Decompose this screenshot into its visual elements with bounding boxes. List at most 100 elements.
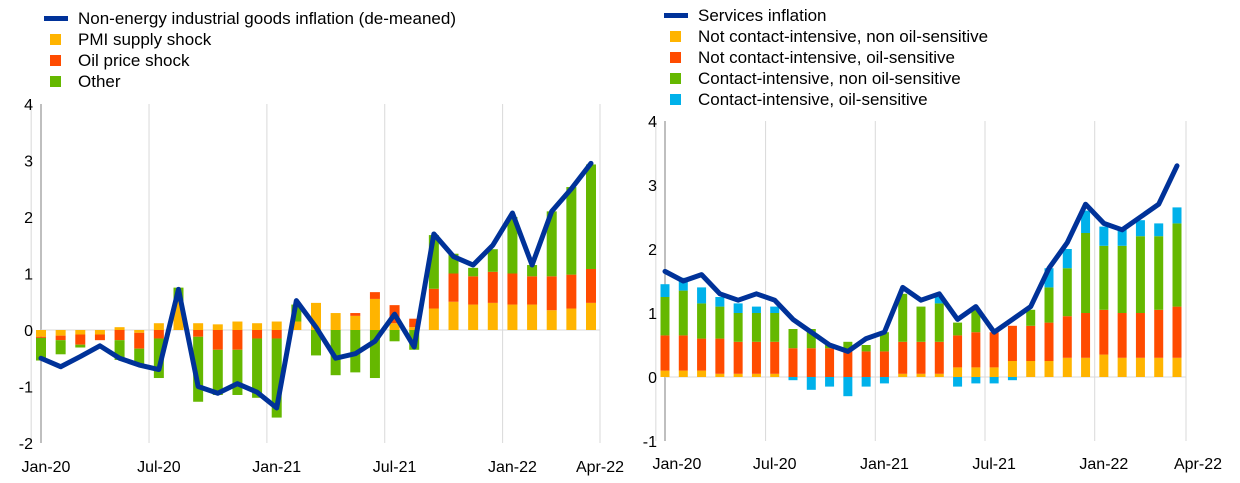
bar-segment <box>1154 357 1164 377</box>
legend-entry: Other <box>44 71 456 92</box>
bar-segment <box>527 265 538 277</box>
bar-segment <box>428 308 439 330</box>
legend-swatch-line <box>44 16 68 21</box>
bar-segment <box>1044 268 1054 288</box>
legend-swatch <box>670 73 681 84</box>
legend-label: Non-energy industrial goods inflation (d… <box>78 9 456 28</box>
bar-segment <box>566 274 577 309</box>
bar-segment <box>898 341 908 374</box>
bar-segment <box>751 306 761 313</box>
bar-segment <box>971 367 981 377</box>
y-tick-label: 0 <box>24 323 33 340</box>
bar-segment <box>733 341 743 374</box>
bar-segment <box>1172 223 1182 307</box>
legend-label: Contact-intensive, oil-sensitive <box>698 90 928 109</box>
bar-segment <box>715 306 725 339</box>
bar-segment <box>1026 309 1036 326</box>
y-tick-label: 3 <box>648 178 657 195</box>
bar-segment <box>660 370 670 377</box>
bar-segment <box>428 235 439 289</box>
bar-segment <box>1172 357 1182 377</box>
x-tick-label: Jan-21 <box>860 456 909 473</box>
bar-segment <box>953 322 963 336</box>
bar-segment <box>193 330 204 337</box>
bar-segment <box>566 187 577 275</box>
bar-segment <box>660 335 670 371</box>
bar-segment <box>1117 313 1127 358</box>
bar-segment <box>806 377 816 390</box>
bar-segment <box>770 313 780 342</box>
bar-segment <box>1172 306 1182 358</box>
bar-segment <box>586 268 596 303</box>
bar-segment <box>311 302 321 330</box>
bar-segment <box>291 321 302 330</box>
legend-label: Contact-intensive, non oil-sensitive <box>698 69 961 88</box>
bar-segment <box>1081 210 1091 233</box>
bar-segment <box>971 377 981 384</box>
bar-segment <box>678 290 688 336</box>
bar-segment <box>252 338 263 398</box>
bar-segment <box>75 330 86 335</box>
y-tick-label: 4 <box>24 97 33 114</box>
bar-segment <box>448 253 459 274</box>
bar-segment <box>232 330 243 350</box>
legend-entry: Not contact-intensive, non oil-sensitive <box>664 26 988 47</box>
bar-segment <box>409 318 420 328</box>
bar-segment <box>586 164 596 269</box>
legend-right: Services inflation Not contact-intensive… <box>664 5 988 110</box>
bar-segment <box>751 373 761 377</box>
bar-segment <box>546 211 557 277</box>
bar-segment <box>389 330 400 342</box>
bar-segment <box>879 351 889 377</box>
bar-segment <box>468 304 479 330</box>
bar-segment <box>1026 361 1036 377</box>
bar-segment <box>1154 236 1164 310</box>
legend-entry: Contact-intensive, oil-sensitive <box>664 89 988 110</box>
right-chart-panel: Services inflation Not contact-intensive… <box>620 0 1240 483</box>
bar-segment <box>389 323 400 330</box>
bar-segment <box>1154 309 1164 358</box>
bar-segment <box>989 377 999 384</box>
bar-segment <box>173 301 184 330</box>
series-line <box>662 163 1180 354</box>
bar-segment <box>971 332 981 368</box>
y-tick-label: -1 <box>19 380 33 397</box>
x-tick-label: Jan-22 <box>488 459 537 476</box>
x-tick-label: Apr-22 <box>576 459 624 476</box>
bar-segment <box>916 341 926 374</box>
legend-label: Not contact-intensive, non oil-sensitive <box>698 27 989 46</box>
bar-segment <box>1117 229 1127 246</box>
y-tick-label: 2 <box>24 210 33 227</box>
bar-segment <box>953 367 963 377</box>
bar-segment <box>1154 223 1164 237</box>
bar-segment <box>212 330 223 350</box>
bar-segment <box>733 313 743 342</box>
bar-segment <box>153 338 164 379</box>
bar-segment <box>788 348 798 377</box>
x-tick-label: Jan-20 <box>653 456 702 473</box>
bar-segment <box>1062 249 1072 269</box>
bar-segment <box>879 377 889 384</box>
bar-segment <box>409 327 420 330</box>
bar-segment <box>55 340 66 355</box>
bar-segment <box>678 277 688 291</box>
bar-segment <box>1172 207 1182 224</box>
bar-segment <box>660 284 670 297</box>
bar-segment <box>448 273 459 302</box>
legend-swatch <box>670 52 681 63</box>
bar-segment <box>1007 325 1017 361</box>
bar-segment <box>788 329 798 349</box>
x-tick-label: Jul-21 <box>373 459 417 476</box>
legend-entry: Oil price shock <box>44 50 456 71</box>
bar-segment <box>507 304 518 330</box>
legend-entry: Contact-intensive, non oil-sensitive <box>664 68 988 89</box>
bar-segment <box>369 298 380 330</box>
bar-segment <box>507 273 518 305</box>
bar-segment <box>715 338 725 374</box>
x-tick-label: Jul-21 <box>972 456 1016 473</box>
bar-segment <box>733 373 743 377</box>
bar-segment <box>971 309 981 333</box>
bar-segment <box>678 335 688 371</box>
bar-segment <box>788 377 798 381</box>
bar-segment <box>1062 316 1072 358</box>
